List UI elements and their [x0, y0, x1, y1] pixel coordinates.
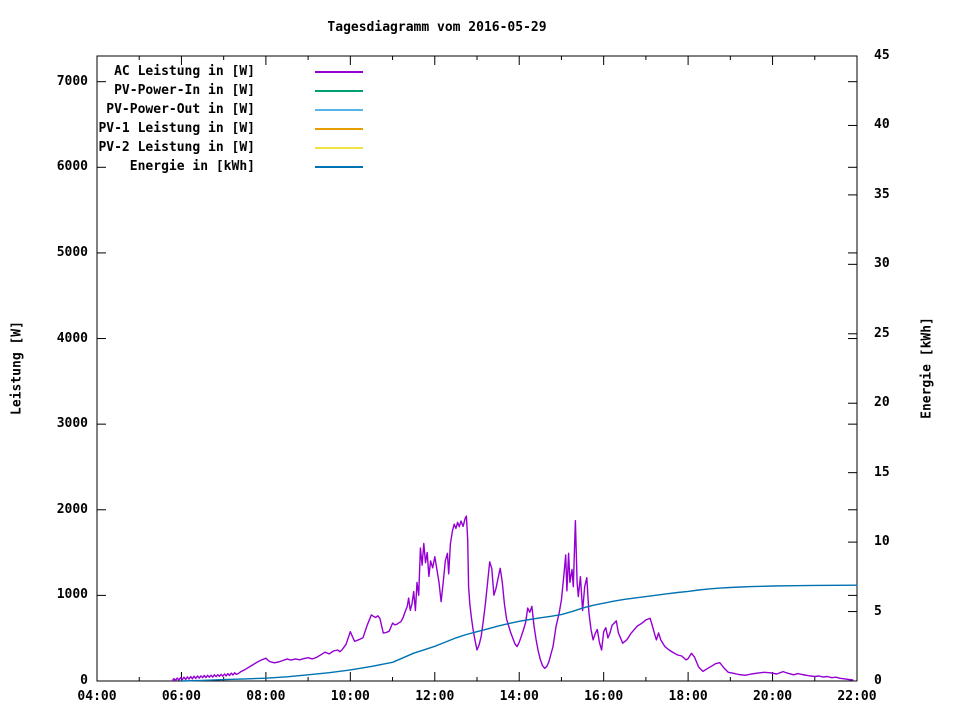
legend-label: Energie in [kWh]	[129, 159, 255, 174]
y1-tick-label: 6000	[56, 159, 88, 175]
y2-tick-label: 5	[874, 603, 882, 619]
legend-item: Energie in [kWh]	[55, 157, 363, 176]
y2-tick-label: 40	[874, 117, 890, 133]
y2-tick-label: 25	[874, 325, 890, 341]
legend-line-sample	[315, 146, 363, 149]
legend-label: PV-2 Leistung in [W]	[98, 140, 255, 155]
y1-tick-label: 2000	[56, 501, 88, 517]
legend-label: AC Leistung in [W]	[114, 64, 255, 79]
legend-label: PV-1 Leistung in [W]	[98, 121, 255, 136]
legend-item: AC Leistung in [W]	[55, 62, 363, 81]
y1-tick-label: 3000	[56, 416, 88, 432]
x-tick-label: 04:00	[77, 689, 117, 704]
y2-tick-label: 35	[874, 186, 890, 202]
x-tick-label: 20:00	[752, 689, 793, 704]
legend-item: PV-Power-Out in [W]	[55, 100, 363, 119]
x-tick-label: 10:00	[330, 689, 370, 704]
y1-tick-label: 4000	[56, 330, 88, 346]
y2-tick-label: 20	[874, 395, 890, 411]
series-line-ac-leistung-in-w	[171, 515, 854, 682]
x-tick-label: 14:00	[499, 689, 539, 704]
y2-tick-label: 0	[874, 673, 882, 688]
legend-label: PV-Power-Out in [W]	[106, 102, 255, 117]
legend-item: PV-Power-In in [W]	[55, 81, 363, 100]
y2-tick-label: 30	[874, 256, 890, 272]
x-tick-label: 12:00	[415, 689, 455, 704]
chart-title: Tagesdiagramm vom 2016-05-29	[327, 20, 547, 35]
y2-tick-label: 45	[874, 48, 890, 63]
x-tick-label: 18:00	[668, 689, 708, 704]
x-tick-label: 08:00	[246, 689, 286, 704]
legend-line-sample	[315, 127, 363, 130]
legend-item: PV-1 Leistung in [W]	[55, 119, 363, 138]
legend-line-sample	[315, 165, 363, 168]
series-line-energie-in-kwh	[180, 584, 858, 682]
legend-label: PV-Power-In in [W]	[114, 83, 255, 98]
y1-axis-title: Leistung [W]	[9, 321, 25, 415]
legend-line-sample	[315, 70, 363, 73]
legend-item: PV-2 Leistung in [W]	[55, 138, 363, 157]
legend-line-sample	[315, 108, 363, 111]
y1-tick-label: 5000	[56, 244, 88, 260]
x-tick-label: 06:00	[161, 689, 201, 704]
legend-line-sample	[315, 89, 363, 92]
y1-tick-label: 1000	[56, 587, 88, 603]
x-tick-label: 22:00	[837, 689, 877, 704]
y1-tick-label: 0	[80, 673, 88, 688]
legend: AC Leistung in [W] PV-Power-In in [W] PV…	[55, 62, 363, 176]
x-tick-label: 16:00	[584, 689, 624, 704]
y2-tick-label: 10	[874, 534, 890, 550]
y2-tick-label: 15	[874, 464, 890, 480]
y1-tick-label: 7000	[56, 73, 88, 89]
